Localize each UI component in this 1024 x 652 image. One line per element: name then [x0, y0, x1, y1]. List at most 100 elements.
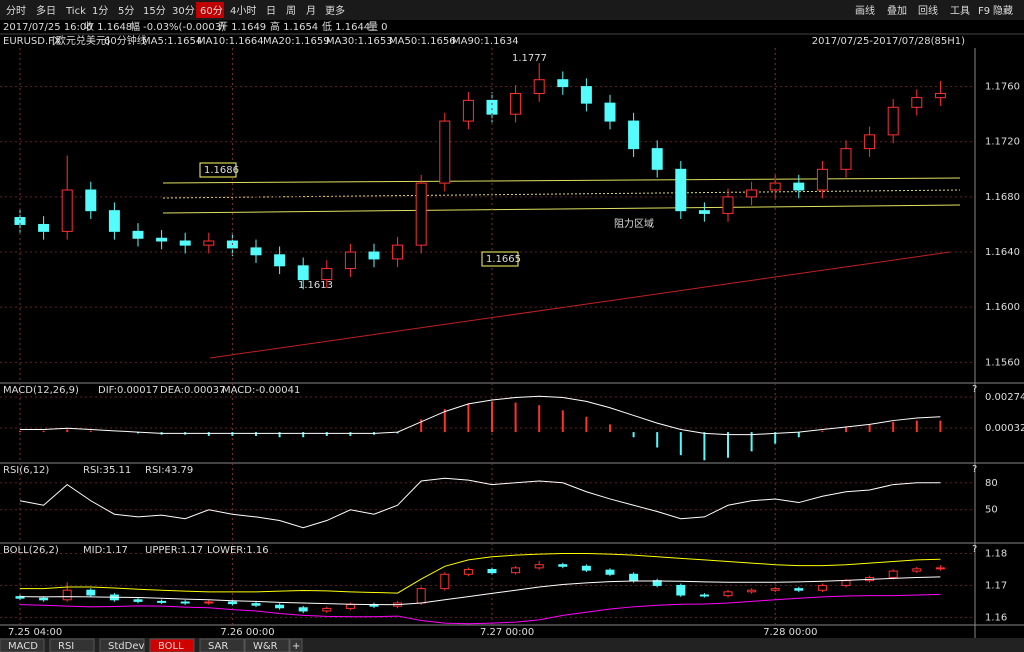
y-tick-label: 1.1600	[985, 302, 1020, 313]
candle-body	[275, 604, 285, 609]
candle-body	[935, 567, 945, 570]
level-line	[162, 204, 961, 214]
tab[interactable]	[49, 638, 95, 652]
candle-body	[415, 182, 427, 246]
tab[interactable]	[289, 638, 303, 652]
period-button[interactable]: 30分	[172, 5, 195, 17]
candle-body	[322, 607, 332, 612]
candle-body	[557, 79, 569, 88]
panel-legend: UPPER:1.17	[145, 545, 203, 556]
period-button[interactable]: 更多	[325, 4, 345, 17]
candle-body	[62, 589, 72, 601]
period-button[interactable]: 5分	[118, 5, 134, 17]
candle-body	[511, 567, 521, 574]
candle-body	[274, 254, 286, 267]
candle-body	[345, 604, 355, 609]
period-button[interactable]: 周	[286, 5, 296, 17]
candle-body	[558, 564, 568, 567]
range: 2017/07/25-2017/07/28(85H1)	[812, 36, 965, 47]
annotation: 1.1686	[204, 165, 239, 176]
panel-legend: LOWER:1.16	[207, 545, 269, 556]
help[interactable]: ?	[972, 464, 977, 475]
info-item: 量 0	[368, 21, 388, 33]
tab[interactable]	[244, 638, 290, 652]
period-button[interactable]: 60分	[200, 5, 223, 17]
tool-button[interactable]: 工具	[950, 5, 970, 17]
info-item: 低 1.1644	[322, 20, 370, 33]
help[interactable]: ?	[972, 384, 977, 395]
tool-button[interactable]: 叠加	[887, 5, 907, 17]
candle-body	[486, 99, 498, 115]
tool-button[interactable]: 回线	[918, 4, 938, 17]
candle-body	[392, 244, 404, 260]
help[interactable]: ?	[972, 544, 977, 555]
tab-label[interactable]: BOLL	[158, 641, 184, 652]
y-tick-label: 0.00274	[985, 392, 1024, 403]
tool-button[interactable]: 画线	[855, 4, 875, 17]
symbol-name: [欧元兑美元]	[52, 34, 110, 47]
candle-body	[840, 148, 852, 170]
tab-label[interactable]: MACD	[8, 641, 38, 652]
tab[interactable]	[149, 638, 195, 652]
tool-button[interactable]: F9	[978, 6, 990, 17]
tab[interactable]	[99, 638, 145, 652]
period-button[interactable]: 1分	[92, 5, 108, 17]
tab-label[interactable]: SAR	[208, 641, 228, 652]
candle-body	[770, 588, 780, 591]
ma-label: MA5:1.1654	[142, 36, 202, 47]
candle-body	[368, 251, 380, 260]
tab-label[interactable]: +	[292, 641, 300, 652]
candle-body	[251, 603, 261, 606]
tab-label[interactable]: W&R	[253, 641, 278, 652]
candle-body	[133, 599, 143, 602]
candle-body	[676, 584, 686, 596]
panel-legend: DEA:0.00037	[160, 385, 225, 396]
candle-body	[534, 564, 544, 569]
info-item: 高 1.1654	[270, 20, 318, 33]
candle-body	[605, 569, 615, 575]
y-tick-label: 0.00032	[985, 423, 1024, 434]
tab-label[interactable]: RSI	[58, 641, 74, 652]
tab[interactable]	[0, 638, 45, 652]
candle-body	[747, 589, 757, 593]
tab[interactable]	[199, 638, 245, 652]
candle-body	[722, 196, 734, 214]
candle-body	[61, 189, 73, 232]
candle-body	[887, 106, 899, 136]
x-tick-label: 7.26 00:00	[220, 627, 274, 638]
info-item: 收 1.1648	[84, 20, 132, 33]
period-button[interactable]: 多日	[36, 4, 56, 17]
tool-button[interactable]: 隐藏	[993, 5, 1013, 17]
candle-body	[793, 182, 805, 191]
y-tick-label: 1.1640	[985, 247, 1020, 258]
info-item: 2017/07/25 16:00	[3, 22, 93, 33]
trend-line	[209, 251, 951, 359]
y-tick-label: 1.18	[985, 549, 1007, 560]
period-button[interactable]: 分时	[6, 5, 26, 17]
indicator-line	[20, 395, 941, 436]
candle-body	[698, 210, 710, 214]
y-tick-label: 50	[985, 505, 998, 516]
active-period-bg	[196, 2, 224, 18]
ma-label: MA50:1.1656	[389, 36, 456, 47]
tab-label[interactable]: StdDev	[108, 641, 144, 652]
indicator-line	[19, 593, 941, 625]
candle-body	[344, 251, 356, 270]
period-button[interactable]: Tick	[65, 6, 86, 17]
candle-body	[179, 240, 191, 246]
panel-legend: RSI:43.79	[145, 465, 193, 476]
panel-title: RSI(6,12)	[3, 465, 49, 476]
indicator-line	[19, 576, 941, 606]
period-button[interactable]: 日	[266, 6, 276, 17]
period-button[interactable]: 4小时	[230, 5, 256, 17]
panel-legend: MACD:-0.00041	[222, 385, 300, 396]
period-button[interactable]: 月	[306, 5, 316, 17]
ma-label: MA30:1.1653	[326, 36, 393, 47]
candle-body	[297, 265, 309, 281]
candle-body	[816, 168, 828, 191]
candle-body	[487, 568, 497, 574]
candle-body	[439, 120, 451, 184]
candle-body	[912, 568, 922, 572]
period-button[interactable]: 15分	[143, 5, 166, 17]
